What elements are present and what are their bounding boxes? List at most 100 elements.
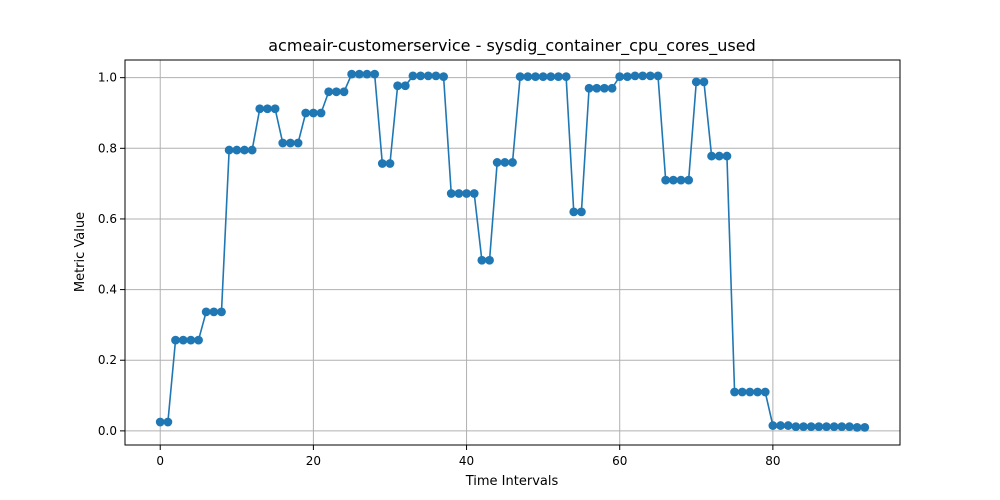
x-tick-label: 0 <box>156 454 164 468</box>
x-tick-label: 80 <box>765 454 780 468</box>
data-point <box>515 72 525 82</box>
data-point <box>653 71 663 81</box>
y-tick-label: 0.4 <box>98 283 117 297</box>
data-point <box>354 69 364 79</box>
data-point <box>852 422 862 432</box>
data-point <box>347 69 357 79</box>
data-point <box>385 159 395 168</box>
data-point <box>691 77 701 87</box>
data-point <box>791 422 801 432</box>
data-point <box>247 145 257 155</box>
data-point <box>431 71 441 81</box>
data-point <box>171 335 180 345</box>
data-point <box>439 72 448 82</box>
data-point <box>316 108 326 118</box>
data-point <box>622 72 632 82</box>
data-point <box>730 387 739 397</box>
data-point <box>676 175 686 185</box>
grid-lines <box>125 60 900 445</box>
data-point <box>538 72 548 82</box>
data-point <box>554 72 563 82</box>
data-point <box>845 422 854 432</box>
y-axis-label: Metric Value <box>73 212 88 292</box>
data-point <box>186 335 196 345</box>
data-point <box>301 108 311 118</box>
data-point <box>645 71 655 81</box>
data-point <box>477 255 487 265</box>
data-point <box>469 189 479 198</box>
data-point <box>377 159 387 168</box>
y-tick-label: 1.0 <box>98 71 117 85</box>
plot-frame <box>124 59 901 446</box>
data-point <box>737 387 747 397</box>
data-point <box>201 307 211 317</box>
data-point <box>416 71 426 81</box>
data-point <box>707 151 717 161</box>
data-point <box>630 71 640 81</box>
data-point <box>278 138 288 148</box>
data-point <box>523 72 533 82</box>
data-point <box>224 145 234 155</box>
chart-title: acmeair-customerservice - sysdig_contain… <box>268 36 755 56</box>
data-point <box>217 307 226 317</box>
data-point <box>599 83 609 93</box>
data-point <box>232 145 242 155</box>
data-point <box>270 104 280 114</box>
data-point <box>569 207 579 217</box>
data-point <box>324 87 334 97</box>
y-axis: 0.0 0.2 0.4 0.6 0.8 1.0 <box>98 71 125 438</box>
data-point <box>722 151 732 161</box>
data-point <box>561 72 571 82</box>
data-point <box>462 189 471 198</box>
data-point <box>531 72 540 82</box>
data-point <box>753 387 762 397</box>
data-point <box>492 158 502 167</box>
series-layer <box>155 69 870 432</box>
x-tick-label: 60 <box>612 454 627 468</box>
data-point <box>668 175 678 185</box>
series-line <box>160 73 865 429</box>
data-point <box>194 335 203 345</box>
data-point <box>699 77 709 87</box>
data-point <box>500 158 510 167</box>
data-point <box>454 189 464 198</box>
data-point <box>860 422 870 432</box>
y-tick-label: 0.8 <box>98 141 117 155</box>
data-point <box>393 81 403 91</box>
data-point <box>339 87 349 97</box>
data-point <box>577 207 586 217</box>
data-point <box>814 422 824 432</box>
x-tick-label: 20 <box>306 454 321 468</box>
data-point <box>638 71 648 81</box>
data-point <box>822 422 831 432</box>
data-point <box>308 108 318 118</box>
data-point <box>745 387 755 397</box>
data-point <box>615 72 625 82</box>
data-point <box>714 151 724 161</box>
data-point <box>408 71 418 81</box>
data-point <box>607 83 617 93</box>
data-point <box>684 175 694 185</box>
data-point <box>209 307 219 317</box>
data-point <box>806 422 816 432</box>
data-point <box>837 422 847 432</box>
data-point <box>423 71 433 81</box>
data-point <box>592 83 602 93</box>
data-point <box>485 255 494 265</box>
data-point <box>370 69 380 79</box>
data-point <box>178 335 188 345</box>
data-point <box>286 138 295 148</box>
data-point <box>760 387 770 397</box>
x-axis-label: Time Intervals <box>465 474 559 489</box>
data-point <box>584 83 594 93</box>
x-tick-label: 40 <box>459 454 474 468</box>
data-point <box>362 69 372 79</box>
data-point <box>829 422 839 432</box>
data-point <box>546 72 556 82</box>
y-tick-label: 0.6 <box>98 212 117 226</box>
data-point <box>293 138 303 148</box>
data-point <box>263 104 272 114</box>
data-point <box>446 189 456 198</box>
data-point <box>776 421 785 430</box>
